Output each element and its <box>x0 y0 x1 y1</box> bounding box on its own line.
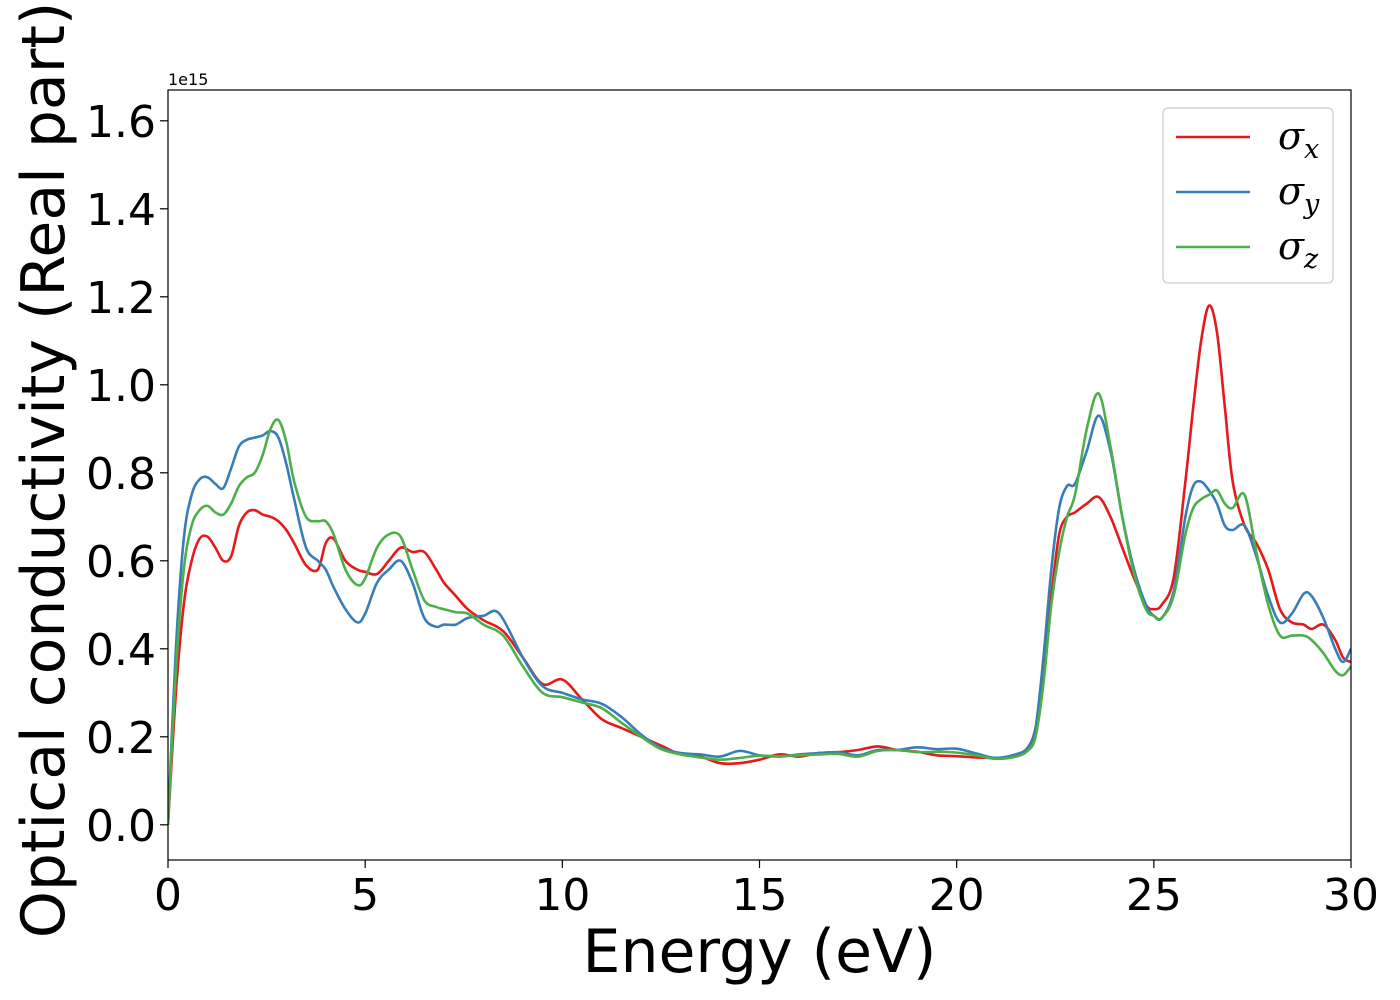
y-axis-title: Optical conductivity (Real part) <box>9 2 79 939</box>
legend-box <box>1162 107 1334 284</box>
x-axis-title: Energy (eV) <box>583 917 937 987</box>
x-tick-label: 5 <box>351 870 379 921</box>
y-tick-label: 0.2 <box>86 713 156 764</box>
y-tick-label: 1.6 <box>86 97 156 148</box>
series-line-x <box>168 304 1351 825</box>
y-tick-label: 0.4 <box>86 625 156 676</box>
y-tick-label: 1.4 <box>86 185 156 236</box>
y-tick-label: 0.6 <box>86 537 156 588</box>
x-axis: 0 5 10 15 20 25 30 <box>154 860 1379 921</box>
legend-label-x: σx <box>1278 114 1319 165</box>
y-offset-label: 1e15 <box>168 70 208 89</box>
x-tick-label: 10 <box>534 870 590 921</box>
y-axis: 0.0 0.2 0.4 0.6 0.8 1.0 1.2 1.4 1.6 <box>86 97 168 852</box>
x-tick-label: 0 <box>154 870 182 921</box>
y-tick-label: 0.8 <box>86 449 156 500</box>
x-tick-label: 30 <box>1323 870 1379 921</box>
series-line-z <box>168 392 1351 825</box>
x-tick-label: 20 <box>929 870 985 921</box>
x-tick-label: 25 <box>1126 870 1182 921</box>
x-tick-label: 15 <box>732 870 788 921</box>
legend-label-y: σy <box>1278 169 1320 220</box>
y-tick-label: 1.0 <box>86 361 156 412</box>
legend-label-z: σz <box>1278 224 1319 275</box>
series-layer <box>168 304 1351 825</box>
y-tick-label: 1.2 <box>86 273 156 324</box>
y-tick-label: 0.0 <box>86 801 156 852</box>
series-line-y <box>168 414 1351 825</box>
